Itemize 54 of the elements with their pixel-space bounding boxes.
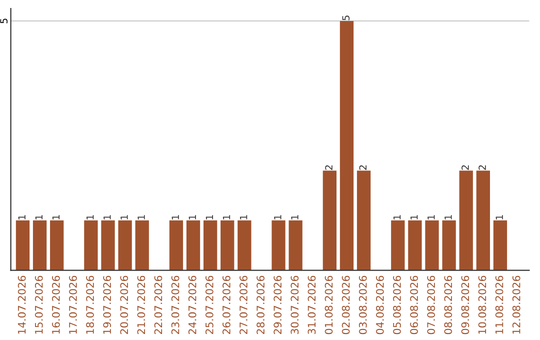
x-tick-label: 31.07.2026 [308, 276, 316, 334]
data-label: 1 [206, 215, 213, 220]
x-tick-label: 09.08.2026 [461, 276, 470, 334]
x-tick-label: 24.07.2026 [188, 276, 196, 334]
x-tick-label: 21.07.2026 [137, 276, 146, 334]
x-tick-label: 02.08.2026 [342, 276, 350, 334]
x-tick-label: 07.08.2026 [427, 276, 436, 334]
x-tick-label: 29.07.2026 [274, 276, 282, 334]
data-label: 2 [359, 165, 366, 170]
x-tick-label: 27.07.2026 [240, 276, 248, 334]
x-tick-label: 01.08.2026 [324, 276, 333, 334]
x-tick-label: 23.07.2026 [171, 276, 180, 334]
x-tick-label: 25.07.2026 [205, 276, 214, 334]
x-tick-label: 14.07.2026 [18, 276, 26, 334]
data-label: 1 [86, 215, 94, 220]
data-label: 2 [325, 165, 332, 170]
data-label: 1 [444, 215, 452, 220]
x-tick-label: 20.07.2026 [120, 276, 128, 334]
data-label: 1 [35, 215, 42, 220]
data-label: 1 [138, 215, 145, 220]
x-tick-label: 17.07.2026 [69, 276, 77, 334]
data-label: 1 [393, 215, 401, 220]
x-tick-label: 16.07.2026 [52, 276, 60, 334]
x-tick-label: 06.08.2026 [410, 276, 418, 334]
x-tick-label: 28.07.2026 [256, 276, 264, 334]
data-label: 5 [342, 16, 350, 20]
x-tick-label: 15.07.2026 [34, 276, 43, 334]
data-label: 1 [18, 215, 26, 220]
x-tick-label: 22.07.2026 [154, 276, 162, 334]
x-tick-label: 30.07.2026 [290, 276, 299, 334]
x-tick-label: 05.08.2026 [393, 276, 401, 334]
data-label: 1 [120, 215, 128, 220]
x-tick-label: 11.08.2026 [495, 276, 504, 334]
data-label: 2 [478, 165, 486, 170]
data-label: 1 [240, 215, 248, 220]
x-tick-label: 03.08.2026 [358, 276, 367, 334]
data-label: 1 [274, 215, 282, 220]
data-label: 1 [291, 215, 298, 220]
x-tick-label: 04.08.2026 [376, 276, 384, 334]
data-label: 1 [428, 215, 435, 220]
x-tick-label: 12.08.2026 [512, 276, 520, 334]
data-label: 1 [410, 215, 418, 220]
x-tick-label: 18.07.2026 [86, 276, 94, 334]
data-label: 1 [172, 215, 179, 220]
data-label: 1 [104, 215, 111, 220]
x-tick-label: 26.07.2026 [222, 276, 230, 334]
data-label: 2 [462, 165, 469, 170]
data-label: 1 [188, 215, 196, 220]
x-tick-label: 10.08.2026 [478, 276, 486, 334]
x-tick-label: 19.07.2026 [103, 276, 112, 334]
data-label: 1 [496, 215, 503, 220]
data-label: 1 [52, 215, 60, 220]
x-tick-label: 08.08.2026 [444, 276, 452, 334]
data-label: 1 [222, 215, 230, 220]
